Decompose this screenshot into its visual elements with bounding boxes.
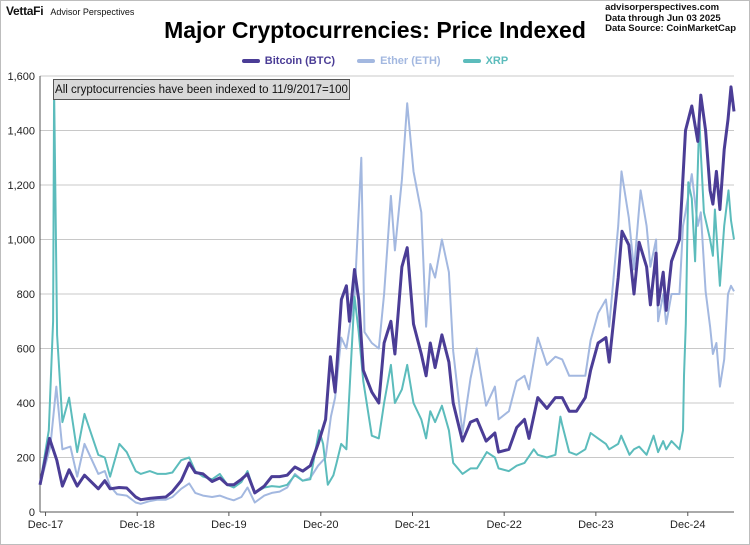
legend-label-xrp: XRP bbox=[485, 55, 509, 67]
source-provider: Data Source: CoinMarketCap bbox=[605, 23, 736, 34]
y-tick-label: 400 bbox=[17, 398, 35, 410]
y-tick-label: 600 bbox=[17, 344, 35, 356]
x-tick-label: Dec-19 bbox=[211, 519, 246, 531]
chart-legend: Bitcoin (BTC) Ether (ETH) XRP bbox=[0, 55, 750, 67]
y-tick-label: 1,600 bbox=[7, 71, 35, 83]
y-tick-label: 800 bbox=[17, 289, 35, 301]
brand-logo-text: VettaFi bbox=[6, 4, 44, 18]
legend-item-btc: Bitcoin (BTC) bbox=[241, 55, 336, 67]
y-tick-label: 1,400 bbox=[7, 126, 35, 138]
series-line-btc bbox=[38, 85, 736, 502]
y-tick-label: 1,200 bbox=[7, 180, 35, 192]
source-website: advisorperspectives.com bbox=[605, 2, 720, 13]
legend-label-eth: Ether (ETH) bbox=[380, 55, 441, 67]
x-tick-label: Dec-18 bbox=[119, 519, 154, 531]
legend-item-xrp: XRP bbox=[462, 55, 509, 67]
x-tick-label: Dec-21 bbox=[395, 519, 430, 531]
index-note: All cryptocurrencies have been indexed t… bbox=[53, 79, 350, 100]
y-tick-label: 1,000 bbox=[7, 235, 35, 247]
x-tick-label: Dec-22 bbox=[486, 519, 521, 531]
x-tick-label: Dec-24 bbox=[670, 519, 705, 531]
legend-label-btc: Bitcoin (BTC) bbox=[264, 55, 336, 67]
chart-title: Major Cryptocurrencies: Price Indexed bbox=[164, 17, 586, 43]
brand-logo: VettaFi Advisor Perspectives bbox=[6, 4, 134, 18]
x-tick-label: Dec-17 bbox=[28, 519, 63, 531]
legend-swatch-btc bbox=[241, 59, 260, 63]
legend-item-eth: Ether (ETH) bbox=[357, 55, 441, 67]
legend-swatch-eth bbox=[357, 59, 376, 63]
x-tick-label: Dec-20 bbox=[303, 519, 338, 531]
source-date: Data through Jun 03 2025 bbox=[605, 12, 721, 24]
legend-swatch-xrp bbox=[462, 59, 481, 63]
brand-subtitle: Advisor Perspectives bbox=[50, 7, 135, 17]
series-line-xrp bbox=[39, 88, 735, 494]
x-tick-label: Dec-23 bbox=[578, 519, 613, 531]
y-tick-label: 200 bbox=[17, 453, 35, 465]
y-tick-label: 0 bbox=[29, 507, 35, 519]
source-info: advisorperspectives.com Data through Jun… bbox=[605, 2, 736, 35]
series-line-eth bbox=[39, 102, 735, 505]
